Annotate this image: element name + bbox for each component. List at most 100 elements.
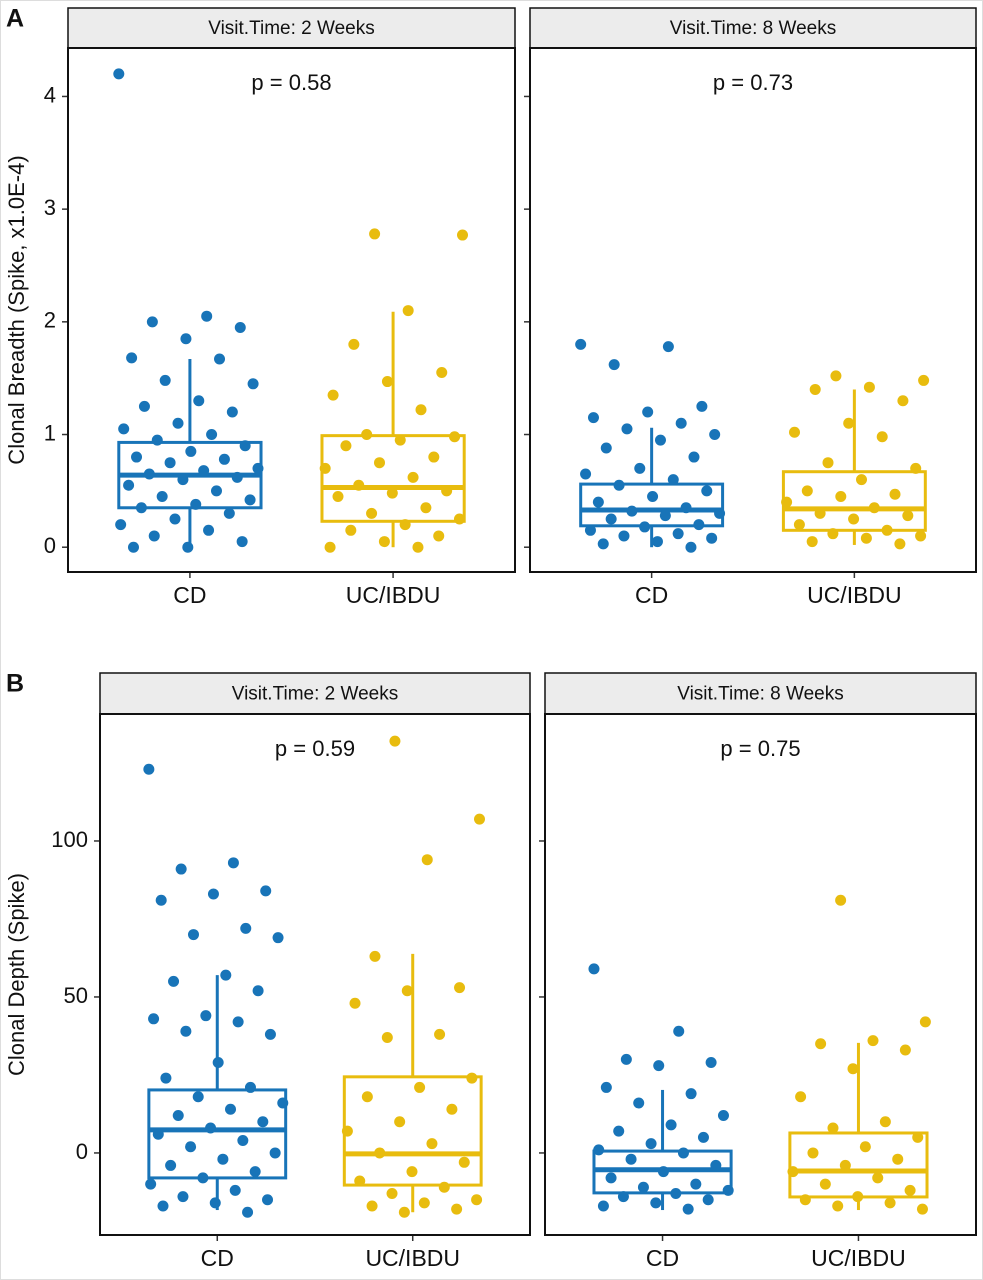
x-tick-label: UC/IBDU xyxy=(807,582,902,608)
data-point xyxy=(155,894,167,906)
y-tick-label: 0 xyxy=(76,1139,88,1164)
data-point xyxy=(454,982,466,994)
data-point xyxy=(232,1016,244,1028)
data-point xyxy=(458,1156,470,1168)
data-point xyxy=(220,969,232,981)
data-point xyxy=(192,1091,204,1103)
data-point xyxy=(688,451,700,463)
data-point xyxy=(185,1141,197,1153)
data-point xyxy=(123,479,135,491)
data-point xyxy=(168,975,180,987)
data-point xyxy=(148,1013,160,1025)
data-point xyxy=(118,423,130,435)
data-point xyxy=(605,1172,617,1184)
data-point xyxy=(172,1110,184,1122)
strip xyxy=(529,7,977,49)
data-point xyxy=(899,1044,911,1056)
data-point xyxy=(584,524,596,536)
data-point xyxy=(897,395,909,407)
y-tick-label: 100 xyxy=(51,827,88,852)
data-point xyxy=(832,1200,844,1212)
y-tick-label: 3 xyxy=(44,195,56,220)
data-point xyxy=(126,352,138,364)
y-tick-label: 4 xyxy=(44,82,56,107)
plot-frame xyxy=(99,713,531,1236)
data-point xyxy=(600,442,612,454)
data-point xyxy=(827,1122,839,1134)
data-point xyxy=(369,228,381,240)
box xyxy=(579,482,725,528)
data-point xyxy=(131,451,143,463)
data-point xyxy=(918,374,930,386)
data-point xyxy=(709,429,721,441)
p-value: p = 0.75 xyxy=(720,736,800,761)
strip xyxy=(99,672,531,715)
data-point xyxy=(637,1181,649,1193)
data-point xyxy=(242,1206,254,1218)
data-point xyxy=(793,519,805,531)
data-point xyxy=(847,1063,859,1075)
plot-frame xyxy=(529,47,977,573)
data-point xyxy=(597,538,609,550)
data-point xyxy=(685,1088,697,1100)
data-point xyxy=(600,1081,612,1093)
data-point xyxy=(904,1184,916,1196)
data-point xyxy=(225,1103,237,1115)
x-tick-label: UC/IBDU xyxy=(346,582,441,608)
data-point xyxy=(682,1203,694,1215)
data-point xyxy=(621,423,633,435)
y-tick-label: 1 xyxy=(44,420,56,445)
data-point xyxy=(165,1159,177,1171)
data-point xyxy=(200,1010,212,1022)
data-point xyxy=(366,1200,378,1212)
data-point xyxy=(378,536,390,548)
data-point xyxy=(672,528,684,540)
data-point xyxy=(148,530,160,542)
data-point xyxy=(414,1081,426,1093)
data-point xyxy=(418,1197,430,1209)
data-point xyxy=(433,530,445,542)
data-point xyxy=(145,1178,157,1190)
data-point xyxy=(332,490,344,502)
data-point xyxy=(324,541,336,553)
data-point xyxy=(835,490,847,502)
y-axis-label: Clonal Breadth (Spike, x1.0E-4) xyxy=(4,155,29,464)
data-point xyxy=(662,341,674,353)
data-point xyxy=(381,376,393,388)
data-point xyxy=(673,1025,685,1037)
data-point xyxy=(677,1147,689,1159)
data-point xyxy=(272,932,284,944)
box xyxy=(781,470,927,532)
data-point xyxy=(366,507,378,519)
data-point xyxy=(260,885,272,897)
data-point xyxy=(159,374,171,386)
data-point xyxy=(605,513,617,525)
strip-label: Visit.Time: 2 Weeks xyxy=(208,18,374,39)
data-point xyxy=(872,1172,884,1184)
strip-label: Visit.Time: 2 Weeks xyxy=(232,684,398,705)
data-point xyxy=(575,338,587,350)
data-point xyxy=(349,997,361,1009)
data-point xyxy=(415,404,427,416)
data-point xyxy=(156,490,168,502)
strip-label: Visit.Time: 8 Weeks xyxy=(670,18,836,39)
data-point xyxy=(182,541,194,553)
data-point xyxy=(406,1166,418,1178)
data-point xyxy=(223,507,235,519)
data-point xyxy=(889,488,901,500)
data-point xyxy=(675,417,687,429)
data-point xyxy=(915,530,927,542)
data-point xyxy=(892,1153,904,1165)
data-point xyxy=(151,434,163,446)
p-value: p = 0.58 xyxy=(251,70,331,95)
data-point xyxy=(252,985,264,997)
data-point xyxy=(412,541,424,553)
data-point xyxy=(665,1119,677,1131)
data-point xyxy=(634,462,646,474)
data-point xyxy=(608,359,620,371)
data-point xyxy=(327,389,339,401)
data-point xyxy=(240,922,252,934)
data-point xyxy=(457,229,469,241)
data-point xyxy=(705,1056,717,1068)
